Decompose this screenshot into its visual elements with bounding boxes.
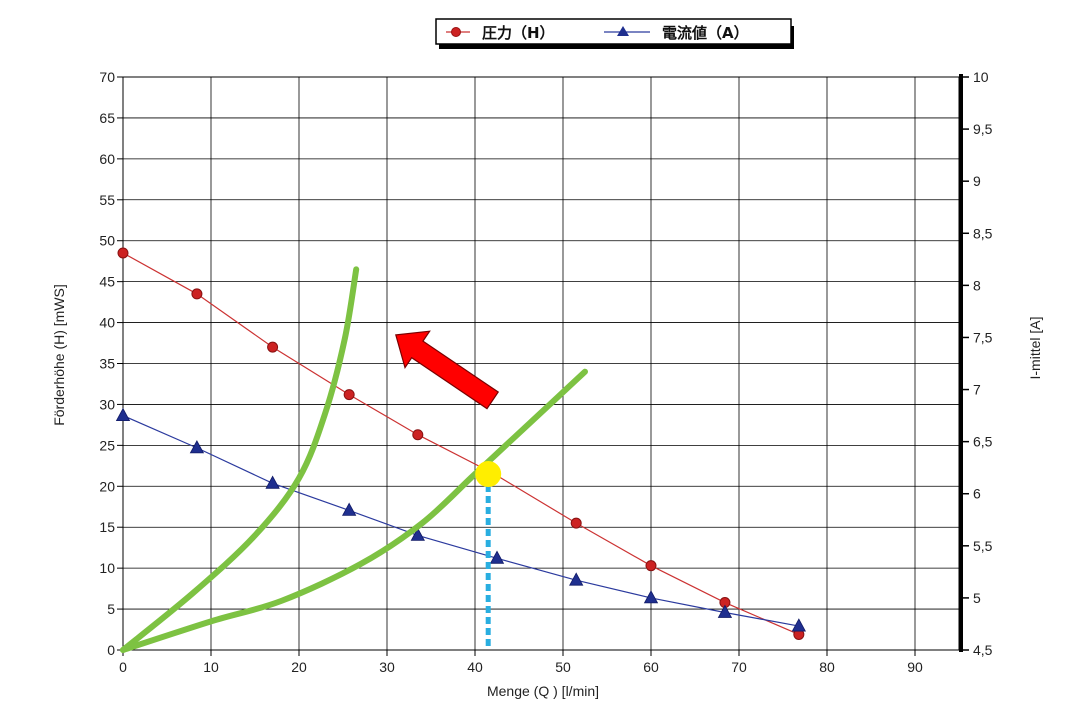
y-left-tick-label: 45 (99, 274, 115, 290)
system-curve-0 (120, 266, 360, 653)
y-left-tick-label: 25 (99, 437, 115, 453)
legend-marker-current (617, 26, 629, 36)
current-point (643, 590, 659, 604)
y-right-tick-label: 5,5 (973, 538, 993, 554)
y-left-tick-label: 20 (99, 478, 115, 494)
y-left-tick-label: 65 (99, 110, 115, 126)
legend-shadow-right (790, 26, 794, 49)
current-point (115, 407, 131, 421)
y-right-tick-label: 4,5 (973, 642, 993, 658)
legend-label-pressure: 圧力（H） (482, 24, 555, 42)
system-curve-1 (120, 368, 588, 653)
y-right-tick-label: 6,5 (973, 434, 993, 450)
series-line-1 (122, 415, 799, 627)
y-left-tick-label: 15 (99, 519, 115, 535)
current-point (791, 618, 807, 632)
current-point (265, 475, 280, 489)
y-right-tick-label: 10 (973, 69, 989, 85)
x-tick-label: 30 (379, 659, 395, 675)
pressure-point (117, 247, 129, 259)
y-left-tick-label: 50 (99, 233, 115, 249)
legend-marker-pressure (451, 27, 461, 37)
y-right-tick-label: 7 (973, 382, 981, 398)
y-right-tick-label: 8 (973, 277, 981, 293)
x-tick-label: 0 (119, 659, 127, 675)
current-point (341, 502, 357, 516)
y-right-tick-label: 9,5 (973, 121, 993, 137)
x-tick-label: 20 (291, 659, 307, 675)
y-left-tick-label: 35 (99, 356, 115, 372)
x-tick-label: 70 (731, 659, 747, 675)
y-left-tick-label: 60 (99, 151, 115, 167)
current-point (189, 440, 205, 454)
y-right-tick-label: 8,5 (973, 225, 993, 241)
grid (122, 76, 960, 651)
current-point (410, 527, 425, 541)
series-line-0 (122, 252, 800, 635)
y-right-tick-label: 6 (973, 486, 981, 502)
pressure-point (267, 341, 279, 353)
y-right-tick-label: 5 (973, 590, 981, 606)
x-tick-label: 60 (643, 659, 659, 675)
series-layer (115, 247, 807, 640)
x-tick-label: 90 (907, 659, 923, 675)
legend: 圧力（H） 電流値（A） (435, 18, 794, 49)
legend-shadow-bottom (439, 44, 794, 49)
x-tick-label: 50 (555, 659, 571, 675)
y-left-axis-title: Förderhöhe (H) [mWS] (51, 284, 67, 426)
pressure-point (645, 560, 657, 572)
pressure-point (191, 288, 203, 300)
x-tick-label: 10 (203, 659, 219, 675)
y-left-tick-label: 30 (99, 396, 115, 412)
y-left-tick-label: 10 (99, 560, 115, 576)
current-point (489, 550, 505, 564)
y-right-tick-label: 7,5 (973, 329, 993, 345)
current-point (569, 572, 584, 586)
direction-arrow (395, 330, 500, 410)
x-axis-title: Menge (Q ) [l/min] (487, 683, 599, 699)
y-left-tick-label: 55 (99, 192, 115, 208)
pressure-point (412, 429, 424, 441)
current-point (717, 604, 733, 618)
pressure-point (343, 389, 355, 401)
y-left-tick-label: 0 (107, 642, 115, 658)
y-left-tick-label: 5 (107, 601, 115, 617)
x-tick-label: 80 (819, 659, 835, 675)
operating-point (475, 461, 502, 488)
x-tick-label: 40 (467, 659, 483, 675)
annotation-layer (120, 266, 588, 653)
y-right-tick-label: 9 (973, 173, 981, 189)
legend-label-current: 電流値（A） (662, 24, 749, 42)
y-left-tick-label: 70 (99, 69, 115, 85)
legend-box (435, 18, 792, 45)
y-left-tick-label: 40 (99, 315, 115, 331)
y-right-axis-title: I-mittel [A] (1027, 316, 1043, 379)
pressure-point (570, 517, 582, 529)
